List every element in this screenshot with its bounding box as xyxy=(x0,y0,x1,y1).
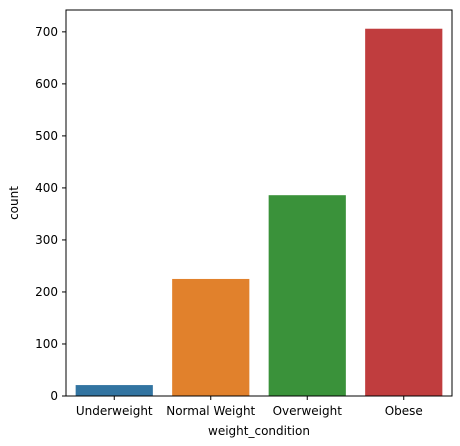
bar-normal-weight xyxy=(172,278,250,396)
y-tick-label: 0 xyxy=(50,389,58,403)
y-tick-label: 600 xyxy=(35,77,58,91)
bar-overweight xyxy=(268,195,346,396)
y-axis-ticks: 0 100 200 300 400 500 600 700 xyxy=(35,25,66,403)
bar-obese xyxy=(365,28,443,397)
y-tick-label: 200 xyxy=(35,285,58,299)
x-tick-label: Normal Weight xyxy=(166,404,255,418)
bar-underweight xyxy=(75,385,153,396)
y-tick-label: 700 xyxy=(35,25,58,39)
y-axis-label: count xyxy=(7,186,21,220)
y-tick-label: 300 xyxy=(35,233,58,247)
y-tick-label: 500 xyxy=(35,129,58,143)
plot-frame xyxy=(65,9,453,397)
x-axis-ticks: Underweight Normal Weight Overweight Obese xyxy=(76,396,423,418)
y-tick-label: 100 xyxy=(35,337,58,351)
bars-layer xyxy=(75,28,443,397)
x-tick-label: Overweight xyxy=(273,404,343,418)
y-tick-label: 400 xyxy=(35,181,58,195)
x-axis-label: weight_condition xyxy=(208,424,310,438)
x-tick-label: Underweight xyxy=(76,404,153,418)
x-tick-label: Obese xyxy=(385,404,423,418)
